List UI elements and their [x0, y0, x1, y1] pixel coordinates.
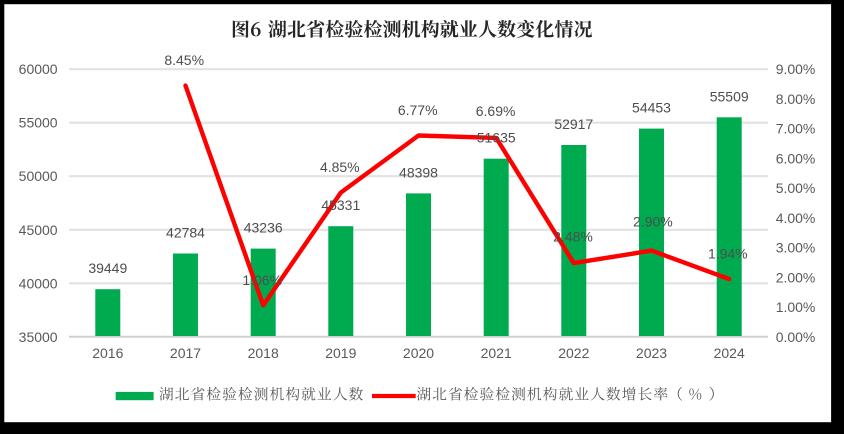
- svg-text:5.00%: 5.00%: [776, 180, 816, 196]
- svg-text:2.48%: 2.48%: [553, 228, 593, 244]
- svg-text:2.00%: 2.00%: [776, 269, 816, 285]
- svg-text:45331: 45331: [321, 197, 360, 213]
- svg-text:1.06%: 1.06%: [242, 272, 282, 288]
- svg-text:2020: 2020: [403, 345, 434, 361]
- svg-text:55000: 55000: [19, 115, 58, 131]
- svg-text:7.00%: 7.00%: [776, 121, 816, 137]
- svg-text:2017: 2017: [170, 345, 201, 361]
- svg-text:2024: 2024: [714, 345, 745, 361]
- svg-text:6.00%: 6.00%: [776, 150, 816, 166]
- svg-text:35000: 35000: [19, 329, 58, 345]
- svg-text:1.94%: 1.94%: [708, 245, 748, 261]
- svg-text:2016: 2016: [92, 345, 123, 361]
- svg-text:2019: 2019: [325, 345, 356, 361]
- svg-text:1.00%: 1.00%: [776, 299, 816, 315]
- svg-text:2018: 2018: [248, 345, 279, 361]
- svg-text:8.00%: 8.00%: [776, 91, 816, 107]
- svg-text:50000: 50000: [19, 168, 58, 184]
- svg-text:3.00%: 3.00%: [776, 240, 816, 256]
- svg-text:2021: 2021: [481, 345, 512, 361]
- svg-text:54453: 54453: [632, 100, 671, 116]
- svg-text:55509: 55509: [710, 88, 749, 104]
- svg-text:42784: 42784: [166, 225, 205, 241]
- svg-text:6.69%: 6.69%: [476, 103, 516, 119]
- svg-text:51635: 51635: [477, 130, 516, 146]
- svg-text:45000: 45000: [19, 222, 58, 238]
- svg-text:9.00%: 9.00%: [776, 61, 816, 77]
- svg-text:4.00%: 4.00%: [776, 210, 816, 226]
- svg-text:43236: 43236: [244, 220, 283, 236]
- svg-text:60000: 60000: [19, 61, 58, 77]
- svg-text:6.77%: 6.77%: [398, 102, 438, 118]
- svg-text:2023: 2023: [636, 345, 667, 361]
- svg-text:0.00%: 0.00%: [776, 329, 816, 345]
- svg-text:2.90%: 2.90%: [633, 213, 673, 229]
- svg-text:39449: 39449: [88, 260, 127, 276]
- svg-text:52917: 52917: [554, 116, 593, 132]
- svg-text:40000: 40000: [19, 275, 58, 291]
- svg-text:2022: 2022: [558, 345, 589, 361]
- svg-text:8.45%: 8.45%: [164, 52, 204, 68]
- svg-text:4.85%: 4.85%: [320, 159, 360, 175]
- svg-text:48398: 48398: [399, 164, 438, 180]
